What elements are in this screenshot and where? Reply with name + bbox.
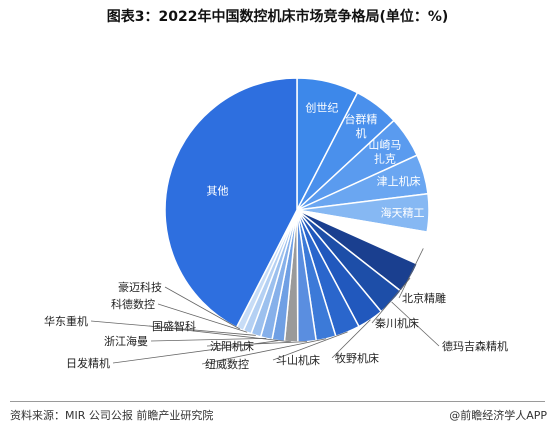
slice-label: 创世纪 (305, 101, 338, 114)
leader-line (148, 325, 292, 343)
slice-label: 牧野机床 (335, 351, 379, 365)
brand-credit: @前瞻经济学人APP (449, 409, 547, 422)
leader-line (391, 301, 440, 347)
slice-label: 浙江海曼 (104, 334, 148, 348)
leader-line (272, 331, 348, 361)
slice-label: 斗山机床 (276, 353, 320, 367)
leader-line (150, 337, 267, 342)
leader-line (164, 286, 241, 330)
leader-line (201, 338, 327, 365)
slice-label: 北京精雕 (402, 291, 446, 305)
source-note: 资料来源：MIR 公司公报 前瞻产业研究院 (10, 409, 214, 422)
slice-label: 山崎马扎克 (368, 138, 401, 166)
leader-line (157, 303, 248, 333)
slice-label: 德玛吉森精机 (442, 339, 508, 353)
slice-label: 豪迈科技 (118, 280, 162, 294)
footer-divider (10, 401, 545, 402)
slice-label: 其他 (206, 185, 228, 198)
leader-line (112, 340, 279, 364)
pie-slice (164, 77, 298, 329)
slice-label: 秦川机床 (375, 316, 419, 330)
leader-line (371, 277, 411, 324)
leader-lines (90, 248, 440, 365)
leader-line (331, 319, 371, 359)
pie-slices (164, 77, 430, 343)
slice-label: 津上机床 (377, 174, 421, 188)
slice-label: 华东重机 (44, 314, 88, 328)
slice-label: 台群精机 (344, 112, 377, 140)
slice-label: 海天精工 (381, 205, 425, 219)
slice-label: 日发精机 (66, 356, 110, 370)
chart-title: 图表3：2022年中国数控机床市场竞争格局(单位：%) (106, 9, 449, 25)
slice-label: 沈阳机床 (210, 339, 254, 353)
leader-line (398, 248, 424, 299)
leader-line (90, 320, 256, 336)
slice-label: 科德数控 (111, 297, 155, 311)
slice-label: 纽威数控 (205, 357, 249, 371)
slice-label: 国盛智科 (152, 319, 196, 333)
